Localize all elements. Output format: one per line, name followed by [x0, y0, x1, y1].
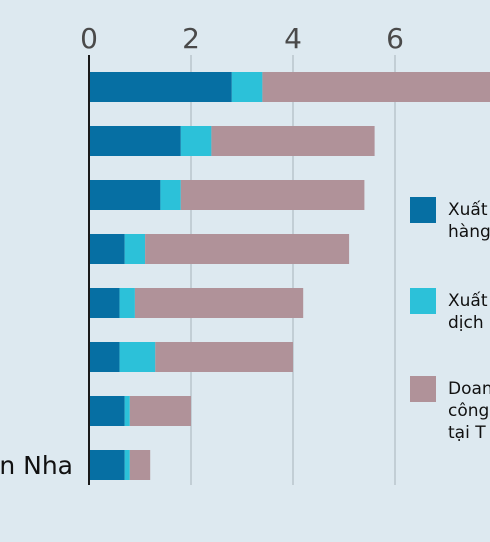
x-tick-label: 0 [80, 22, 98, 55]
legend-label: tại T [448, 423, 486, 443]
legend-label: Xuất [448, 199, 488, 220]
legend-label: hàng [448, 222, 490, 242]
category-labels: n Nha [0, 451, 73, 480]
legend-label: công [448, 401, 489, 421]
bar-segment [211, 126, 375, 156]
bar-segment [124, 234, 146, 264]
bar-segment [89, 126, 181, 156]
bar-segment [145, 234, 350, 264]
legend-label: dịch [448, 313, 484, 333]
bar-segment [134, 288, 304, 318]
bar-segment [129, 396, 191, 426]
category-label: n Nha [0, 451, 73, 480]
bars [89, 72, 490, 480]
bar-segment [262, 72, 490, 102]
bar-segment [89, 342, 120, 372]
x-tick-label: 2 [182, 22, 200, 55]
bar-segment [129, 450, 151, 480]
bar-segment [119, 342, 156, 372]
bar-segment [89, 72, 232, 102]
bar-segment [89, 288, 120, 318]
x-tick-label: 6 [386, 22, 404, 55]
bar-segment [89, 234, 125, 264]
bar-segment [231, 72, 263, 102]
bar-segment [119, 288, 135, 318]
bar-segment [155, 342, 293, 372]
bar-segment [89, 396, 125, 426]
bar-segment [124, 450, 130, 480]
legend-swatch [410, 197, 436, 223]
legend-label: Doan [448, 379, 490, 399]
bar-segment [180, 180, 365, 210]
bar-segment [89, 180, 161, 210]
x-tick-label: 4 [284, 22, 302, 55]
legend-swatch [410, 376, 436, 402]
bar-segment [124, 396, 130, 426]
gridlines [190, 55, 396, 485]
legend-swatch [410, 288, 436, 314]
legend-label: Xuất [448, 290, 488, 311]
x-tick-label: 8 [488, 22, 490, 55]
bar-segment [180, 126, 212, 156]
bar-segment [89, 450, 125, 480]
bar-segment [160, 180, 181, 210]
x-axis-ticks: 0 2 4 6 8 [80, 22, 490, 55]
